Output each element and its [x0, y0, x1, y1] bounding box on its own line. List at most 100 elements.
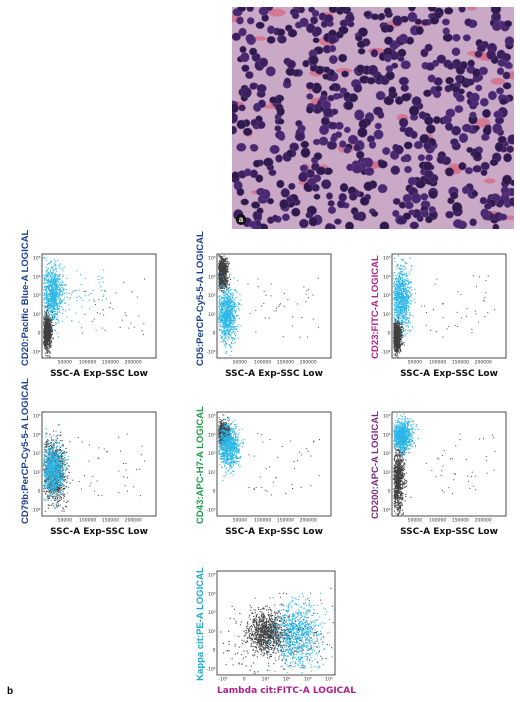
x-tick-label: 50000 [233, 518, 247, 524]
red-blood-cell [484, 178, 496, 184]
lymphocyte-nucleus [339, 183, 349, 193]
lymphocyte-nucleus [428, 190, 438, 199]
y-tick-label: 10⁴ [208, 432, 216, 438]
x-tick-label: 100000 [79, 360, 96, 366]
x-axis-label: SSC-A Exp-SSC Low [50, 369, 148, 379]
lymphocyte-nucleus [420, 193, 429, 201]
y-tick-label: 10² [383, 312, 391, 318]
lymphocyte-nucleus [326, 140, 338, 150]
lymphocyte-nucleus [385, 70, 395, 81]
lymphocyte-nucleus [236, 119, 247, 130]
lymphocyte-nucleus [487, 90, 497, 101]
lymphocyte-nucleus [321, 179, 332, 190]
lymphocyte-nucleus [291, 12, 300, 20]
lymphocyte-nucleus [277, 133, 286, 141]
lymphocyte-nucleus [306, 23, 316, 34]
lymphocyte-nucleus [415, 179, 426, 189]
y-axis-label: Kappa cit:PE-A LOGICAL [195, 567, 206, 681]
lymphocyte-nucleus [436, 54, 447, 64]
lymphocyte-nucleus [445, 167, 455, 177]
lymphocyte-nucleus [384, 36, 394, 46]
y-tick-label: 10² [33, 470, 41, 476]
y-tick-label: 10⁴ [383, 274, 391, 280]
lymphocyte-nucleus [256, 187, 266, 196]
lymphocyte-nucleus [237, 7, 246, 13]
lymphocyte-nucleus [353, 83, 363, 93]
y-tick-label: 0 [213, 331, 216, 337]
x-tick-label: 50000 [58, 360, 72, 366]
lymphocyte-nucleus [458, 7, 466, 13]
lymphocyte-nucleus [370, 49, 379, 58]
lymphocyte-nucleus [482, 213, 491, 221]
lymphocyte-nucleus [322, 73, 330, 80]
plot-frame [41, 253, 157, 359]
lymphocyte-nucleus [352, 211, 363, 221]
lymphocyte-nucleus [312, 37, 320, 44]
y-tick-label: 10³ [383, 451, 391, 457]
lymphocyte-nucleus [383, 7, 392, 15]
lymphocyte-nucleus [291, 207, 301, 217]
lymphocyte-nucleus [503, 153, 512, 163]
lymphocyte-nucleus [441, 18, 450, 26]
lymphocyte-nucleus [246, 17, 255, 25]
y-tick-label: 0 [388, 331, 391, 337]
y-axis-label: CD20:Pacific Blue-A LOGICAL [20, 229, 31, 366]
lymphocyte-nucleus [256, 120, 266, 130]
x-tick-label: 100000 [254, 518, 271, 524]
lymphocyte-nucleus [239, 45, 247, 54]
lymphocyte-nucleus [479, 97, 489, 107]
y-axis-label: CD79b:PerCP-Cy5-5-A LOGICAL [20, 378, 31, 524]
lymphocyte-nucleus [355, 64, 366, 74]
y-tick-label: 10⁴ [33, 274, 41, 280]
lymphocyte-nucleus [330, 135, 338, 143]
lymphocyte-nucleus [462, 34, 471, 42]
lymphocyte-nucleus [338, 25, 349, 35]
scatter-plot-svg: 10⁵ 10⁴ 10³ 10² 0 -10² 50000 100000 150000 200000 [381, 411, 507, 524]
y-tick-label: 10² [383, 470, 391, 476]
lymphocyte-nucleus [378, 160, 388, 169]
lymphocyte-nucleus [338, 53, 348, 63]
scatter-plot-4: 10⁵ 10⁴ 10³ 10² 0 -10² 50000 100000 150000 200000… [20, 378, 160, 537]
x-tick-label: 200000 [125, 518, 142, 524]
panel-b-letter: b [7, 686, 14, 697]
scatter-plot-5: 10⁵ 10⁴ 10³ 10² 0 -10² 50000 100000 150000 200000… [195, 406, 335, 537]
lymphocyte-nucleus [327, 206, 337, 215]
lymphocyte-nucleus [252, 159, 261, 168]
lymphocyte-nucleus [306, 106, 314, 114]
scatter-plot-6: 10⁵ 10⁴ 10³ 10² 0 -10² 50000 100000 150000 200000… [370, 408, 510, 537]
lymphocyte-nucleus [319, 124, 330, 136]
lymphocyte-nucleus [385, 24, 394, 33]
lymphocyte-nucleus [241, 87, 252, 99]
event-dots [43, 256, 145, 358]
lymphocyte-nucleus [343, 100, 354, 111]
lymphocyte-nucleus [249, 47, 258, 56]
y-tick-label: 10² [208, 470, 216, 476]
lymphocyte-nucleus [479, 196, 488, 205]
lymphocyte-nucleus [445, 76, 454, 85]
x-tick-label: 200000 [475, 360, 492, 366]
lymphocyte-nucleus [357, 48, 366, 55]
lymphocyte-nucleus [357, 27, 368, 37]
lymphocyte-nucleus [433, 11, 442, 20]
lymphocyte-nucleus [496, 87, 505, 95]
lymphocyte-nucleus [506, 145, 514, 153]
lymphocyte-nucleus [338, 193, 347, 202]
lymphocyte-nucleus [413, 140, 424, 150]
lymphocyte-nucleus [309, 65, 318, 72]
y-tick-label: -10² [381, 508, 390, 514]
x-axis-label: SSC-A Exp-SSC Low [400, 369, 498, 379]
lymphocyte-nucleus [302, 59, 310, 68]
lymphocyte-nucleus [285, 67, 296, 76]
panel-a-letter: a [236, 214, 246, 225]
lymphocyte-nucleus [328, 84, 336, 91]
lymphocyte-nucleus [238, 27, 247, 37]
red-blood-cell [490, 78, 505, 85]
lymphocyte-nucleus [334, 218, 342, 225]
lymphocyte-nucleus [507, 134, 514, 145]
lymphocyte-nucleus [324, 222, 334, 229]
lymphocyte-nucleus [402, 212, 412, 221]
red-blood-cell [268, 8, 286, 17]
x-tick-label: 150000 [452, 518, 469, 524]
lymphocyte-nucleus [398, 117, 409, 128]
lymphocyte-nucleus [450, 138, 459, 146]
